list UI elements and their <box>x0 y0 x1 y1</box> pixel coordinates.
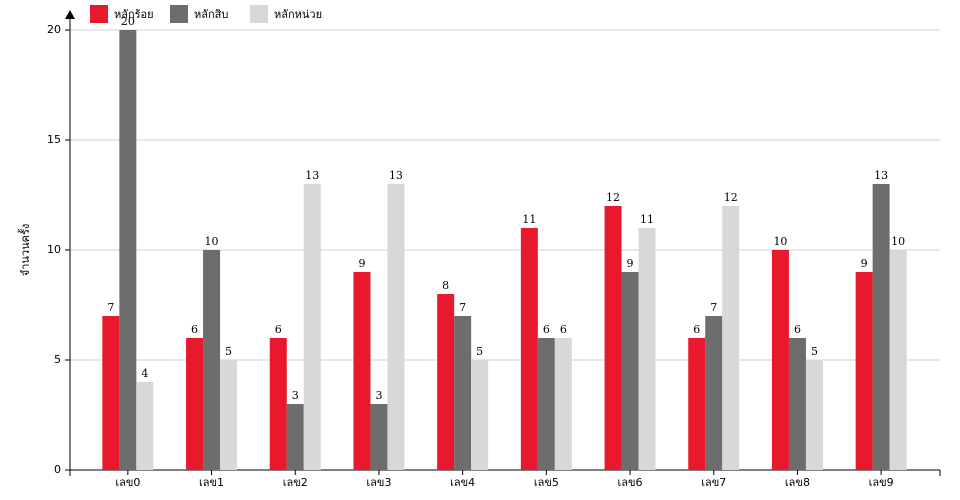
value-label: 3 <box>375 389 382 402</box>
value-label: 11 <box>522 213 536 226</box>
value-label: 13 <box>305 169 319 182</box>
y-tick-label: 5 <box>54 353 61 366</box>
y-axis-arrow <box>65 10 75 19</box>
value-label: 5 <box>811 345 818 358</box>
bar <box>805 360 823 470</box>
bar <box>353 272 371 470</box>
bar <box>537 338 555 470</box>
value-label: 12 <box>606 191 620 204</box>
bar <box>520 228 538 470</box>
bar <box>889 250 907 470</box>
bar <box>303 184 321 470</box>
bar <box>705 316 723 470</box>
value-label: 6 <box>560 323 567 336</box>
bar <box>554 338 572 470</box>
bar <box>621 272 639 470</box>
bar <box>454 316 472 470</box>
value-label: 5 <box>476 345 483 358</box>
bar <box>604 206 622 470</box>
bar <box>437 294 455 470</box>
value-label: 6 <box>275 323 282 336</box>
bar <box>788 338 806 470</box>
value-label: 5 <box>225 345 232 358</box>
bar <box>471 360 489 470</box>
bar <box>872 184 890 470</box>
legend-label: หลักสิบ <box>194 8 228 21</box>
bar <box>136 382 154 470</box>
legend-swatch <box>250 5 268 23</box>
value-label: 13 <box>389 169 403 182</box>
value-label: 8 <box>442 279 449 292</box>
bar <box>370 404 388 470</box>
x-tick-label: เลข6 <box>618 476 643 489</box>
value-label: 10 <box>205 235 219 248</box>
value-label: 10 <box>891 235 905 248</box>
bar <box>638 228 656 470</box>
bar <box>186 338 204 470</box>
x-tick-label: เลข3 <box>366 476 391 489</box>
x-tick-label: เลข5 <box>534 476 559 489</box>
value-label: 6 <box>693 323 700 336</box>
value-label: 6 <box>794 323 801 336</box>
x-tick-label: เลข2 <box>283 476 308 489</box>
value-label: 13 <box>874 169 888 182</box>
bar <box>771 250 789 470</box>
y-axis-label: จำนวนครั้ง <box>17 224 32 276</box>
x-tick-label: เลข4 <box>450 476 475 489</box>
y-tick-label: 20 <box>47 23 61 36</box>
bar <box>119 30 137 470</box>
legend-swatch <box>170 5 188 23</box>
x-tick-label: เลข8 <box>785 476 810 489</box>
value-label: 7 <box>710 301 717 314</box>
value-label: 3 <box>292 389 299 402</box>
x-tick-label: เลข1 <box>199 476 224 489</box>
bar <box>269 338 287 470</box>
bar <box>688 338 706 470</box>
x-tick-label: เลข7 <box>701 476 726 489</box>
value-label: 7 <box>459 301 466 314</box>
value-label: 11 <box>640 213 654 226</box>
legend-swatch <box>90 5 108 23</box>
y-tick-label: 15 <box>47 133 61 146</box>
bar <box>220 360 238 470</box>
bar <box>722 206 740 470</box>
value-label: 9 <box>358 257 365 270</box>
y-tick-label: 0 <box>54 463 61 476</box>
legend-label: หลักร้อย <box>114 8 154 21</box>
bar <box>102 316 120 470</box>
bar <box>286 404 304 470</box>
bar <box>855 272 873 470</box>
value-label: 7 <box>107 301 114 314</box>
value-label: 10 <box>773 235 787 248</box>
value-label: 20 <box>121 15 135 28</box>
value-label: 4 <box>141 367 148 380</box>
x-tick-label: เลข9 <box>869 476 894 489</box>
legend-label: หลักหน่วย <box>274 8 322 21</box>
y-tick-label: 10 <box>47 243 61 256</box>
value-label: 9 <box>627 257 634 270</box>
bar <box>203 250 221 470</box>
value-label: 6 <box>191 323 198 336</box>
bar <box>387 184 405 470</box>
value-label: 9 <box>861 257 868 270</box>
value-label: 12 <box>724 191 738 204</box>
x-tick-label: เลข0 <box>115 476 140 489</box>
value-label: 6 <box>543 323 550 336</box>
